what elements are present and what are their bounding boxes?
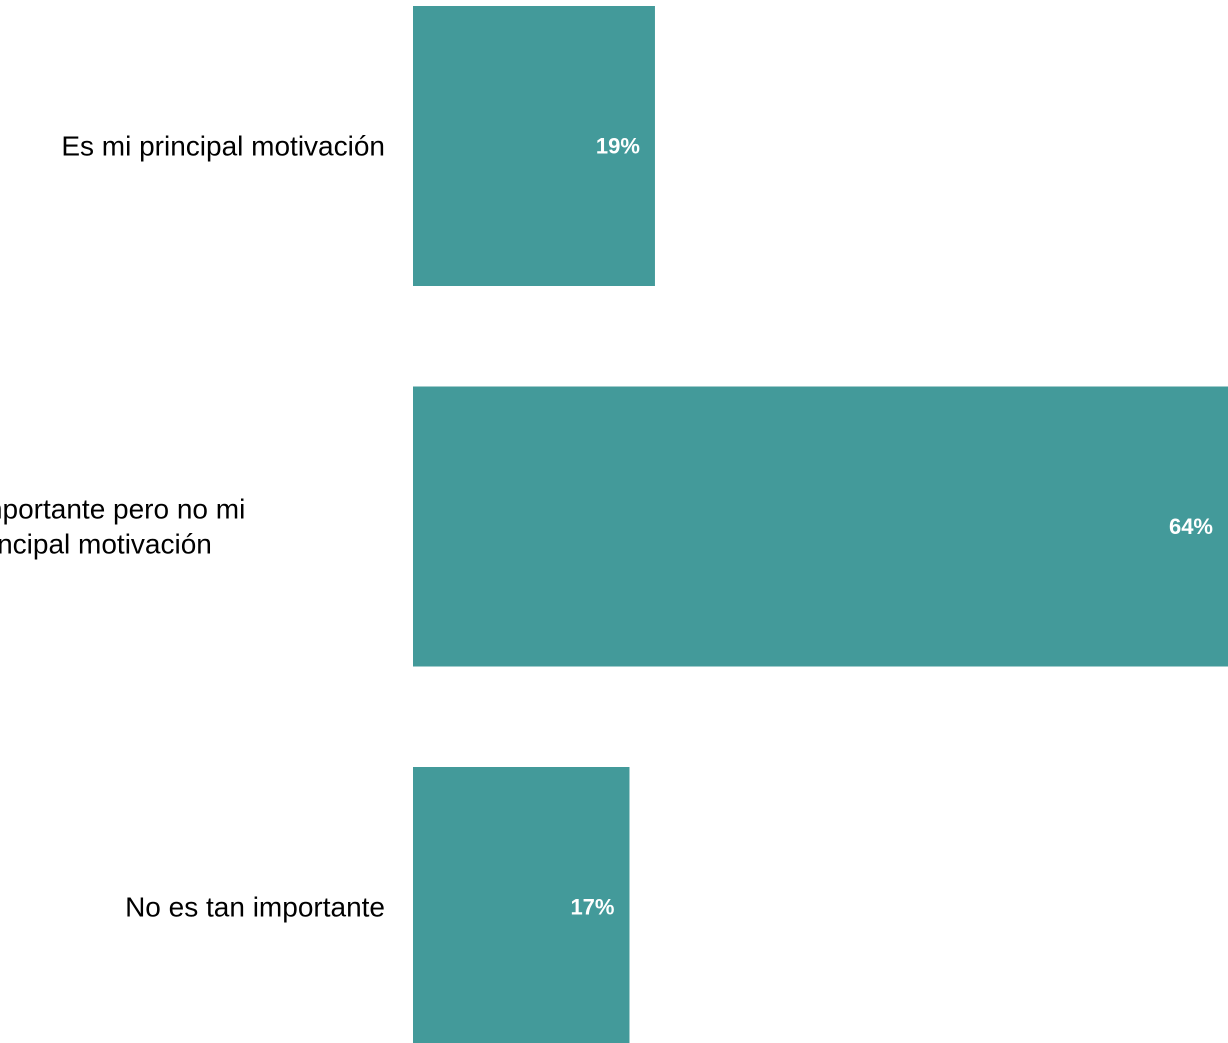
category-label-2: No es tan importante xyxy=(125,892,385,923)
bars-group xyxy=(413,6,1228,1043)
category-label-line: principal motivación xyxy=(0,529,212,560)
bar-1 xyxy=(413,386,1228,667)
category-label-line: No es tan importante xyxy=(125,892,385,923)
data-label-2: 17% xyxy=(570,895,614,920)
category-labels-group: Es mi principal motivación Es importante … xyxy=(0,131,385,923)
bar-0 xyxy=(413,6,655,286)
bar-2 xyxy=(413,767,630,1043)
category-label-line: Es mi principal motivación xyxy=(61,131,385,162)
category-label-1: Es importante pero no mi principal motiva… xyxy=(0,494,245,560)
category-label-0: Es mi principal motivación xyxy=(61,131,385,162)
value-labels-group: 19% 64% 17% xyxy=(570,134,1213,920)
data-label-1: 64% xyxy=(1169,514,1213,539)
data-label-0: 19% xyxy=(596,134,640,159)
category-label-line: Es importante pero no mi xyxy=(0,494,245,525)
